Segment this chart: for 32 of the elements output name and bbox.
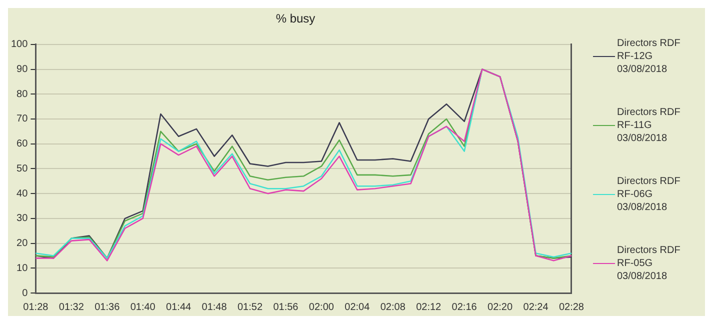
chart-title: % busy <box>276 12 316 26</box>
x-tick-label: 01:44 <box>166 302 192 313</box>
x-tick-label: 02:08 <box>380 302 406 313</box>
x-tick-label: 01:36 <box>94 302 120 313</box>
y-tick-label: 80 <box>16 88 28 100</box>
legend-label: Directors RDF RF-11G 03/08/2018 <box>617 106 682 145</box>
legend-label: Directors RDF RF-05G 03/08/2018 <box>617 244 682 283</box>
y-tick-label: 30 <box>16 213 28 224</box>
y-tick-label: 90 <box>16 64 28 76</box>
x-tick-label: 02:16 <box>452 302 478 313</box>
y-tick-label: 50 <box>16 163 28 174</box>
x-tick-label: 02:12 <box>416 302 442 313</box>
x-tick-label: 02:24 <box>523 302 549 313</box>
x-tick-label: 01:48 <box>202 302 228 313</box>
x-tick-label: 01:52 <box>237 302 263 313</box>
y-tick-label: 10 <box>16 262 28 274</box>
x-tick-label: 01:40 <box>130 302 156 313</box>
y-tick-label: 60 <box>16 138 28 150</box>
legend-label: Directors RDF RF-12G 03/08/2018 <box>617 37 682 76</box>
y-tick-label: 20 <box>16 238 28 250</box>
x-tick-label: 02:00 <box>308 302 334 313</box>
y-tick-label: 70 <box>16 114 28 125</box>
x-tick-label: 01:56 <box>273 302 299 313</box>
x-tick-label: 01:28 <box>23 302 49 313</box>
x-tick-label: 02:20 <box>488 302 513 313</box>
y-tick-label: 0 <box>22 288 28 299</box>
y-tick-label: 40 <box>16 188 28 200</box>
x-tick-label: 02:04 <box>344 302 370 313</box>
legend-label: Directors RDF RF-06G 03/08/2018 <box>617 175 682 214</box>
x-tick-label: 01:32 <box>58 302 84 313</box>
y-tick-label: 100 <box>10 39 28 50</box>
x-tick-label: 02:28 <box>558 302 584 313</box>
